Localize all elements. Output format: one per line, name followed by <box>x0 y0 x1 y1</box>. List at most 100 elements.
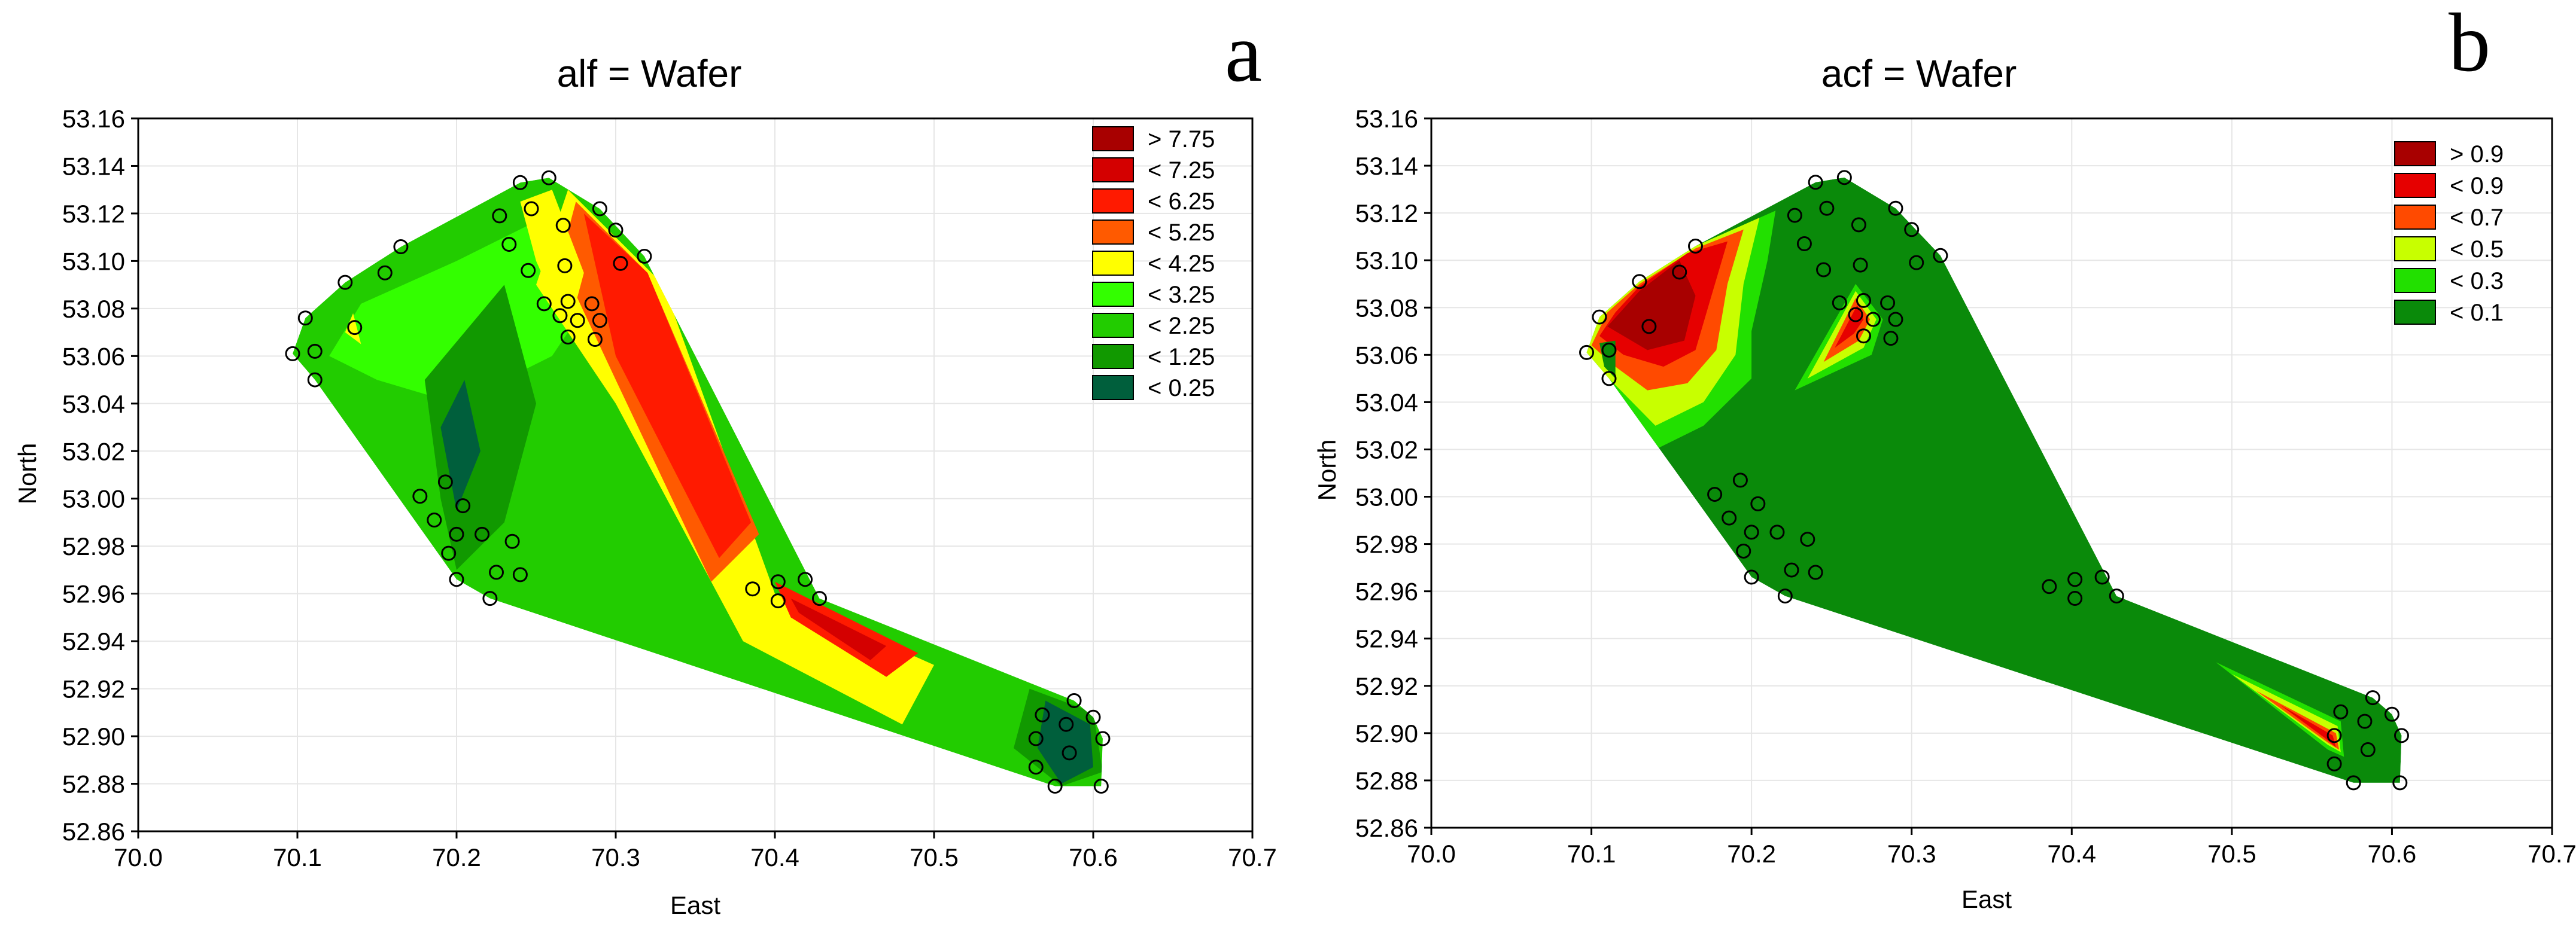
sample-point <box>347 320 363 336</box>
sample-point <box>307 343 323 359</box>
y-tick-label: 53.08 <box>62 295 125 323</box>
sample-point <box>2392 775 2408 791</box>
sample-point <box>482 591 498 606</box>
sample-point <box>608 222 624 238</box>
sample-point <box>592 313 607 328</box>
sample-point <box>555 218 571 233</box>
sample-point <box>1687 238 1703 254</box>
legend-swatch <box>2394 205 2436 230</box>
legend-label: < 0.9 <box>2450 173 2504 199</box>
sample-point <box>770 593 786 609</box>
contour-chart-a: alf = Wafer a East North 70.0 70.1 70.2 70.… <box>13 7 1277 919</box>
sample-point <box>377 265 393 280</box>
sample-point <box>2109 588 2124 604</box>
sample-point <box>475 526 490 542</box>
sample-point <box>1601 371 1617 386</box>
x-axis-label: East <box>670 891 720 919</box>
x-tick-label: 70.5 <box>910 843 959 871</box>
y-tick-label: 52.96 <box>62 580 125 608</box>
y-tick-label: 53.10 <box>62 247 125 275</box>
legend: > 7.75 < 7.25 < 6.25 < 5.25 < 4.25 < 3.25 < 2.… <box>1092 126 1215 401</box>
y-tick-label: 52.86 <box>1355 814 1418 842</box>
plot-border <box>137 117 1254 833</box>
x-tick-label: 70.4 <box>750 843 799 871</box>
sample-point <box>1732 472 1748 488</box>
legend-swatch <box>2394 236 2436 261</box>
sample-point <box>2326 756 2342 772</box>
y-tick-label: 52.92 <box>62 675 125 703</box>
sample-point <box>1808 175 1823 190</box>
sample-point <box>2357 713 2373 729</box>
legend-label: > 0.9 <box>2450 141 2504 167</box>
sample-point <box>1888 200 1903 216</box>
legend-label: < 4.25 <box>1148 251 1215 277</box>
contour-region <box>2256 690 2340 750</box>
sample-point <box>1832 295 1847 310</box>
x-tick-label: 70.6 <box>2368 840 2417 868</box>
y-tick-label: 53.16 <box>1355 105 1418 133</box>
legend-label: < 7.25 <box>1148 157 1215 184</box>
contour-region <box>790 598 887 660</box>
contour-fill <box>293 178 1103 786</box>
sample-point <box>770 574 786 590</box>
x-axis-label: East <box>1961 885 2012 913</box>
sample-point <box>2360 742 2376 758</box>
sample-point <box>1579 344 1595 360</box>
sample-point <box>1744 525 1759 540</box>
sample-point <box>2094 569 2110 585</box>
contour-region <box>424 285 536 570</box>
y-tick-label: 52.94 <box>62 627 125 655</box>
legend-label: < 3.25 <box>1148 282 1215 308</box>
y-tick-label: 53.06 <box>62 342 125 370</box>
x-tick-label: 70.7 <box>2528 840 2576 868</box>
sample-point <box>584 296 600 312</box>
sample-point <box>1909 255 1924 270</box>
y-tick-label: 53.08 <box>1355 294 1418 322</box>
legend-label: > 7.75 <box>1148 126 1215 153</box>
sample-point <box>1816 262 1832 278</box>
sample-point <box>1888 312 1903 327</box>
x-tick-label: 70.4 <box>2047 840 2096 868</box>
sample-point <box>2326 728 2342 743</box>
sample-point <box>637 248 652 264</box>
sample-point <box>285 346 300 361</box>
sample-point <box>512 567 528 583</box>
sample-point <box>1848 307 1863 322</box>
legend-swatch <box>1092 188 1134 214</box>
sample-point <box>1883 331 1899 346</box>
sample-point <box>1769 525 1785 540</box>
contour-region <box>1599 340 1616 379</box>
y-tick-label: 53.00 <box>1355 483 1418 511</box>
sample-point <box>492 208 507 224</box>
sample-point <box>1035 707 1050 722</box>
y-tick-label: 53.10 <box>1355 246 1418 275</box>
sample-point <box>1856 328 1871 344</box>
legend-swatch <box>1092 157 1134 182</box>
sample-point <box>1865 312 1881 327</box>
sample-point <box>1933 248 1948 263</box>
x-tick-label: 70.7 <box>1228 843 1277 871</box>
legend-label: < 0.1 <box>2450 300 2504 326</box>
sample-point <box>1085 709 1101 725</box>
sample-point <box>501 237 517 252</box>
sample-point <box>560 330 576 345</box>
y-tick-label: 52.88 <box>1355 767 1418 795</box>
plot-border <box>1430 117 2553 829</box>
y-tick-label: 52.86 <box>62 818 125 846</box>
sample-point <box>1744 569 1759 585</box>
y-tick-label: 53.00 <box>62 485 125 513</box>
chart-title: alf = Wafer <box>557 52 742 95</box>
y-tick-label: 53.04 <box>62 390 125 418</box>
y-tick-label: 53.06 <box>1355 341 1418 369</box>
sample-point <box>441 545 457 561</box>
legend-swatch <box>2394 141 2436 166</box>
y-axis-label: North <box>1313 440 1341 501</box>
y-tick-label: 53.04 <box>1355 388 1418 416</box>
sample-point <box>1796 236 1812 252</box>
legend-label: < 2.25 <box>1148 313 1215 339</box>
sample-point <box>1851 217 1866 233</box>
sample-point <box>570 313 585 328</box>
legend-label: < 0.7 <box>2450 205 2504 231</box>
sample-point <box>613 255 628 271</box>
legend-label: < 1.25 <box>1148 344 1215 370</box>
